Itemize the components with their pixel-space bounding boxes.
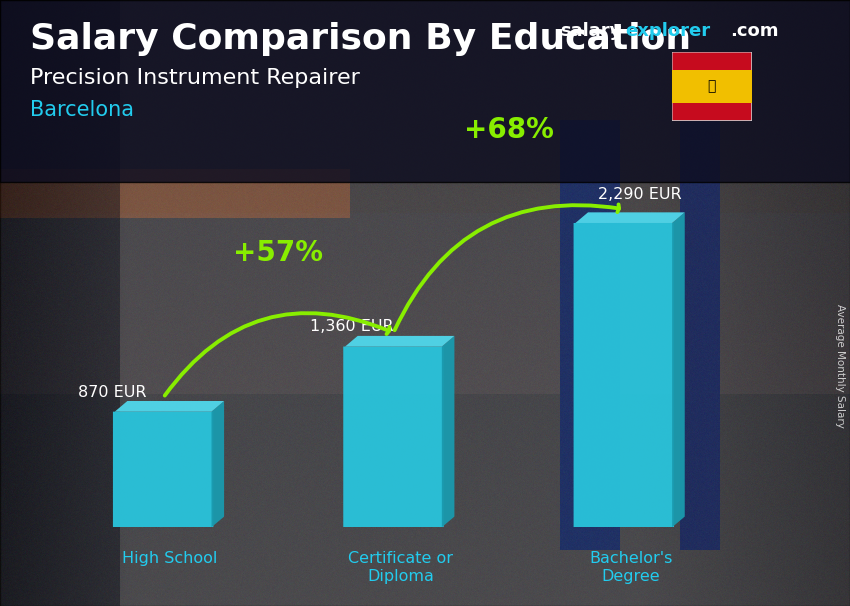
Text: 2,290 EUR: 2,290 EUR	[598, 187, 682, 202]
Text: Barcelona: Barcelona	[30, 100, 134, 120]
Polygon shape	[672, 212, 685, 527]
Text: 🛡: 🛡	[708, 79, 716, 93]
Polygon shape	[345, 336, 455, 347]
Text: +68%: +68%	[464, 116, 553, 144]
Text: +57%: +57%	[233, 239, 323, 267]
Polygon shape	[212, 401, 224, 527]
FancyBboxPatch shape	[113, 411, 213, 527]
Polygon shape	[442, 336, 455, 527]
Bar	[672, 70, 752, 103]
Text: .com: .com	[730, 22, 779, 40]
Text: Salary Comparison By Education: Salary Comparison By Education	[30, 22, 691, 56]
Text: Bachelor's
Degree: Bachelor's Degree	[589, 551, 672, 584]
FancyBboxPatch shape	[0, 0, 850, 182]
Text: 1,360 EUR: 1,360 EUR	[310, 319, 394, 335]
Text: explorer: explorer	[625, 22, 710, 40]
Text: salary: salary	[560, 22, 621, 40]
FancyBboxPatch shape	[343, 347, 444, 527]
Text: 870 EUR: 870 EUR	[78, 385, 147, 399]
FancyBboxPatch shape	[574, 223, 674, 527]
Text: Certificate or
Diploma: Certificate or Diploma	[348, 551, 453, 584]
FancyBboxPatch shape	[672, 52, 752, 121]
Polygon shape	[575, 212, 685, 223]
Text: High School: High School	[122, 551, 218, 567]
Text: Average Monthly Salary: Average Monthly Salary	[835, 304, 845, 428]
Text: Precision Instrument Repairer: Precision Instrument Repairer	[30, 68, 360, 88]
Polygon shape	[115, 401, 224, 411]
